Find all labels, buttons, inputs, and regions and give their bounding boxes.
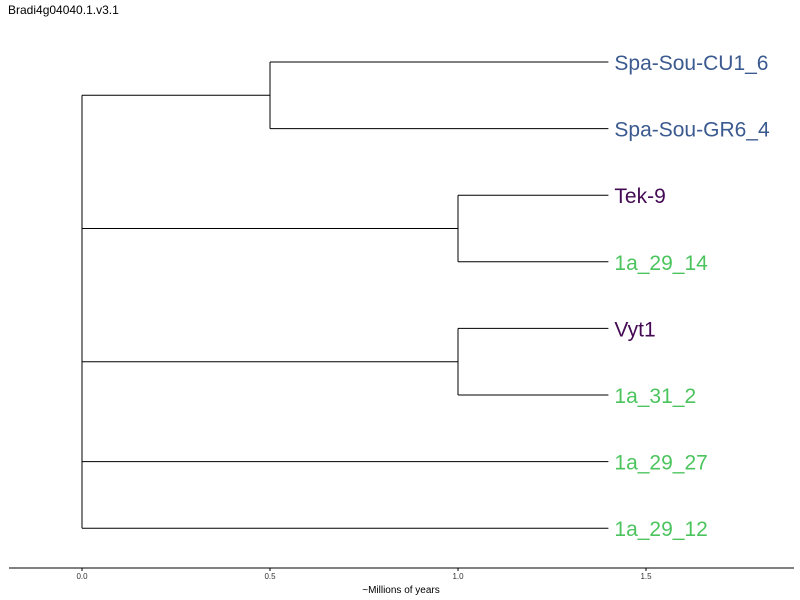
tip-label: 1a_29_14 [614, 252, 708, 275]
tip-label: Vyt1 [614, 318, 655, 341]
tip-label: Spa-Sou-GR6_4 [614, 119, 770, 142]
tip-labels: Spa-Sou-CU1_6 Spa-Sou-GR6_4 Tek-9 1a_29_14 V… [614, 52, 770, 541]
axis-tick-label: 0.0 [76, 572, 88, 581]
tip-label: 1a_29_12 [614, 518, 707, 541]
axis-label: ~Millions of years [362, 585, 440, 596]
axis-tick-label: 1.5 [640, 572, 652, 581]
axis-tick-label: 1.0 [452, 572, 464, 581]
tip-label: Tek-9 [614, 185, 665, 208]
tip-label: Spa-Sou-CU1_6 [614, 52, 768, 75]
tip-label: 1a_29_27 [614, 452, 707, 475]
tip-label: 1a_31_2 [614, 385, 696, 408]
tree-branches [81, 61, 609, 529]
page-title: Bradi4g04040.1.v3.1 [8, 3, 119, 17]
axis-tick-label: 0.5 [264, 572, 276, 581]
time-axis: 0.0 0.5 1.0 1.5 [9, 567, 794, 581]
